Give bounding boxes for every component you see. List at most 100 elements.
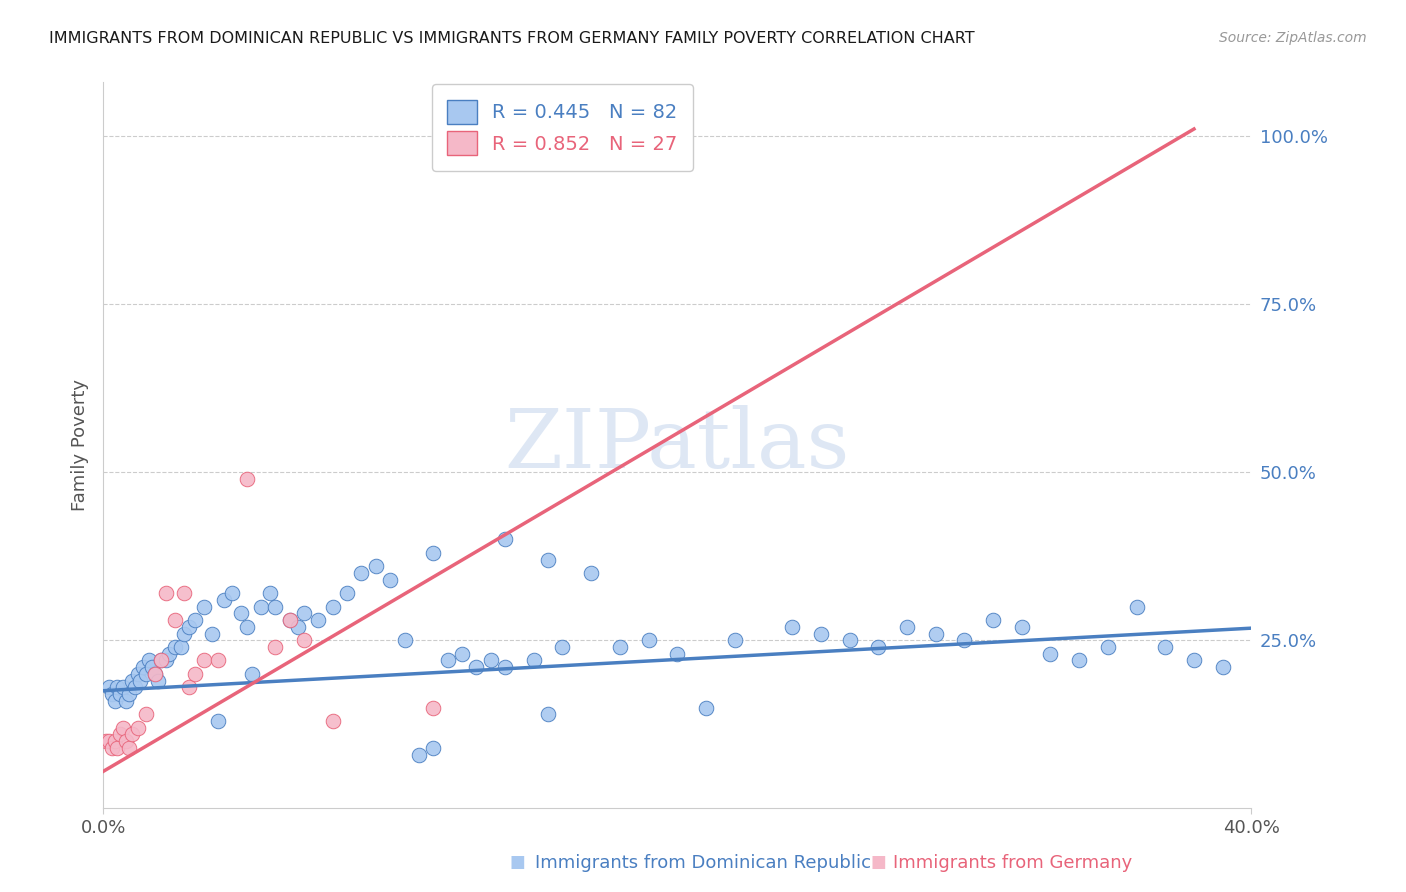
Point	[184, 613, 207, 627]
Point	[141, 660, 163, 674]
Point	[924, 626, 946, 640]
Point	[250, 599, 273, 614]
Point	[149, 653, 172, 667]
Point	[896, 620, 918, 634]
Point	[322, 599, 344, 614]
Point	[307, 613, 329, 627]
Point	[100, 687, 122, 701]
Point	[235, 472, 257, 486]
Text: Immigrants from Dominican Republic: Immigrants from Dominican Republic	[536, 855, 870, 872]
Point	[780, 620, 803, 634]
Point	[124, 681, 146, 695]
Point	[173, 626, 195, 640]
Point	[193, 653, 215, 667]
Point	[155, 586, 177, 600]
Point	[292, 607, 315, 621]
Point	[149, 653, 172, 667]
Point	[494, 533, 516, 547]
Point	[229, 607, 252, 621]
Text: ■: ■	[509, 853, 526, 871]
Point	[107, 740, 129, 755]
Point	[695, 700, 717, 714]
Point	[350, 566, 373, 580]
Point	[422, 740, 444, 755]
Point	[110, 727, 132, 741]
Point	[523, 653, 546, 667]
Point	[193, 599, 215, 614]
Point	[127, 721, 149, 735]
Point	[135, 666, 157, 681]
Point	[1069, 653, 1091, 667]
Point	[259, 586, 281, 600]
Point	[104, 734, 127, 748]
Point	[494, 660, 516, 674]
Point	[118, 740, 141, 755]
Point	[207, 714, 229, 728]
Text: Source: ZipAtlas.com: Source: ZipAtlas.com	[1219, 31, 1367, 45]
Point	[264, 599, 287, 614]
Point	[127, 666, 149, 681]
Point	[810, 626, 832, 640]
Point	[292, 633, 315, 648]
Point	[981, 613, 1004, 627]
Point	[179, 681, 201, 695]
Point	[436, 653, 458, 667]
Point	[465, 660, 488, 674]
Point	[1154, 640, 1177, 654]
Point	[479, 653, 502, 667]
Point	[104, 694, 127, 708]
Point	[551, 640, 574, 654]
Text: ZIPatlas: ZIPatlas	[505, 405, 851, 485]
Point	[212, 593, 235, 607]
Point	[666, 647, 689, 661]
Point	[1212, 660, 1234, 674]
Point	[94, 734, 117, 748]
Point	[201, 626, 224, 640]
Point	[115, 694, 138, 708]
Point	[121, 673, 143, 688]
Point	[422, 546, 444, 560]
Point	[609, 640, 631, 654]
Legend: R = 0.445   N = 82, R = 0.852   N = 27: R = 0.445 N = 82, R = 0.852 N = 27	[432, 85, 693, 170]
Point	[121, 727, 143, 741]
Point	[138, 653, 160, 667]
Point	[118, 687, 141, 701]
Point	[537, 552, 560, 566]
Point	[336, 586, 359, 600]
Point	[163, 640, 186, 654]
Point	[838, 633, 860, 648]
Point	[235, 620, 257, 634]
Point	[637, 633, 659, 648]
Text: Immigrants from Germany: Immigrants from Germany	[893, 855, 1132, 872]
Point	[451, 647, 474, 661]
Text: IMMIGRANTS FROM DOMINICAN REPUBLIC VS IMMIGRANTS FROM GERMANY FAMILY POVERTY COR: IMMIGRANTS FROM DOMINICAN REPUBLIC VS IM…	[49, 31, 974, 46]
Point	[322, 714, 344, 728]
Point	[380, 573, 402, 587]
Point	[1182, 653, 1205, 667]
Point	[112, 721, 135, 735]
Point	[115, 734, 138, 748]
Point	[278, 613, 301, 627]
Point	[97, 681, 120, 695]
Point	[1011, 620, 1033, 634]
Point	[868, 640, 890, 654]
Point	[143, 666, 166, 681]
Point	[112, 681, 135, 695]
Point	[242, 666, 264, 681]
Point	[163, 613, 186, 627]
Point	[97, 734, 120, 748]
Point	[129, 673, 152, 688]
Point	[221, 586, 243, 600]
Point	[1039, 647, 1062, 661]
Point	[408, 747, 430, 762]
Point	[537, 707, 560, 722]
Point	[100, 740, 122, 755]
Y-axis label: Family Poverty: Family Poverty	[72, 379, 89, 511]
Point	[207, 653, 229, 667]
Point	[364, 559, 387, 574]
Point	[135, 707, 157, 722]
Point	[155, 653, 177, 667]
Point	[184, 666, 207, 681]
Point	[422, 700, 444, 714]
Point	[394, 633, 416, 648]
